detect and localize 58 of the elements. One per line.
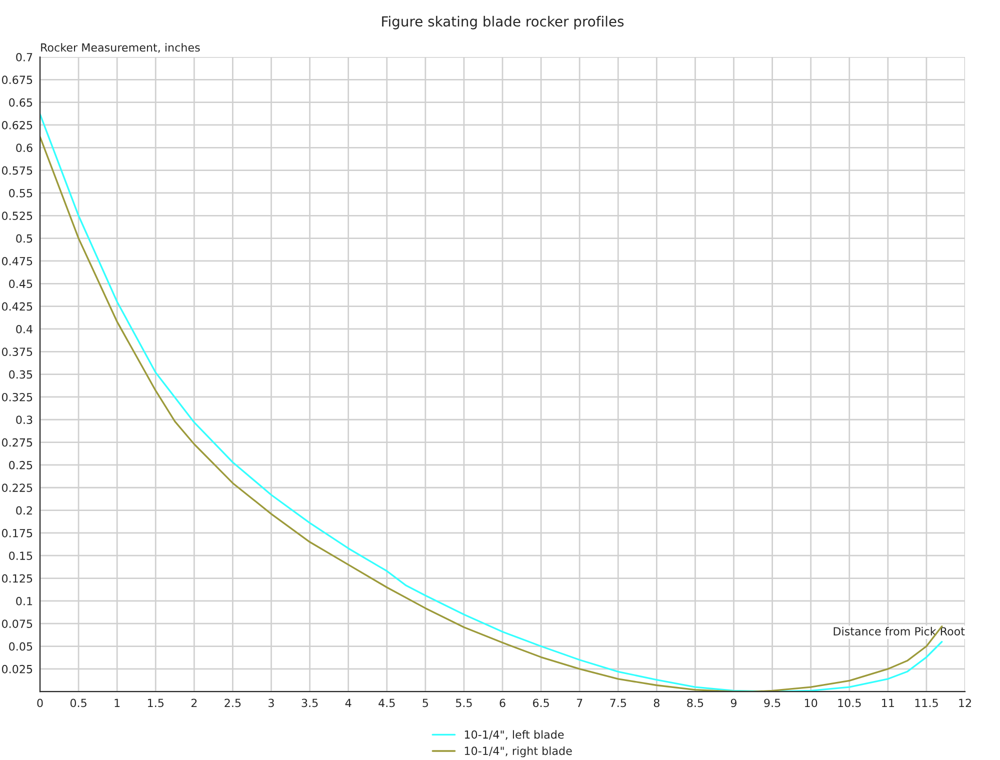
x-tick-label: 3 (268, 698, 274, 708)
y-tick-label: 0.4 (16, 324, 32, 334)
x-tick-label: 1 (114, 698, 120, 707)
x-tick-label: 1.5 (148, 698, 164, 708)
x-tick-label: 9 (730, 698, 737, 708)
y-tick-label: 0.575 (2, 166, 32, 175)
x-tick-label: 10 (804, 698, 818, 708)
x-tick-label: 5.5 (456, 698, 472, 708)
y-tick-label: 0.125 (2, 574, 32, 583)
y-tick-label: 0.65 (9, 98, 32, 107)
y-tick-label: 0.425 (2, 302, 32, 311)
x-tick-label: 6.5 (532, 698, 549, 708)
y-tick-label: 0.075 (2, 620, 32, 628)
x-tick-label: 0.5 (70, 698, 86, 708)
y-tick-label: 0.675 (2, 76, 32, 84)
y-tick-label: 0.25 (9, 460, 32, 470)
y-tick-label: 0.325 (2, 392, 32, 402)
x-axis-title: Distance from Pick Root (834, 626, 965, 636)
y-tick-label: 0.025 (2, 664, 32, 674)
y-tick-label: 0.3 (16, 416, 32, 424)
x-tick-label: 7.5 (610, 698, 626, 708)
y-tick-label: 0.475 (2, 256, 32, 266)
x-tick-label: 5 (422, 698, 428, 708)
x-tick-label: 4 (345, 698, 352, 707)
y-tick-label: 0.6 (16, 144, 32, 152)
y-tick-label: 0.7 (16, 52, 32, 62)
legend-label: 10-1/4", right blade (464, 746, 572, 758)
y-tick-label: 0.45 (9, 280, 32, 288)
chart-title: Figure skating blade rocker profiles (382, 16, 624, 30)
y-tick-label: 0.5 (16, 234, 32, 243)
x-tick-label: 0 (37, 698, 43, 708)
y-tick-label: 0.625 (2, 120, 32, 130)
y-tick-label: 0.55 (9, 188, 32, 198)
x-tick-label: 10.5 (838, 698, 861, 708)
legend-label: 10-1/4", left blade (464, 730, 564, 740)
x-tick-label: 11 (882, 698, 894, 707)
x-tick-label: 4.5 (378, 698, 395, 708)
x-tick-label: 7 (576, 698, 582, 707)
y-tick-label: 0.275 (2, 438, 32, 447)
x-tick-label: 2.5 (224, 698, 241, 708)
x-tick-label: 6 (500, 698, 506, 708)
y-tick-label: 0.375 (2, 348, 32, 356)
y-tick-label: 0.525 (2, 212, 32, 220)
x-tick-label: 3.5 (302, 698, 318, 708)
x-tick-label: 2 (191, 698, 197, 707)
x-tick-label: 8.5 (687, 698, 704, 708)
x-tick-label: 8 (654, 698, 660, 708)
y-tick-label: 0.05 (9, 642, 32, 651)
x-tick-label: 9.5 (764, 698, 780, 708)
y-tick-label: 0.2 (16, 506, 32, 515)
y-axis-title: Rocker Measurement, inches (41, 43, 200, 53)
y-tick-label: 0.175 (2, 528, 32, 538)
y-tick-label: 0.15 (9, 552, 32, 560)
y-tick-label: 0.225 (2, 484, 32, 492)
x-tick-label: 12 (959, 698, 971, 707)
y-tick-label: 0.1 (16, 596, 32, 606)
x-tick-label: 11.5 (915, 698, 938, 708)
y-tick-label: 0.35 (9, 370, 32, 379)
